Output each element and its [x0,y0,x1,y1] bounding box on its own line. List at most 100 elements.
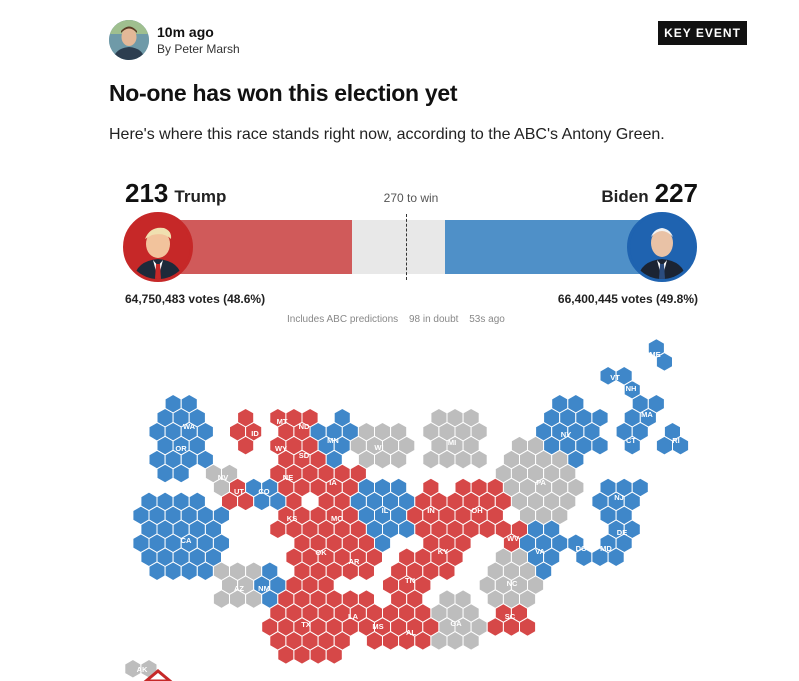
post-author: 10m ago By Peter Marsh [109,20,240,60]
state-label-ma: MA [641,410,653,419]
undecided-bar-segment [351,220,445,274]
hex-cell-mi [454,449,472,470]
state-label-wv: WV [507,534,519,543]
hex-cell-tx [293,645,311,665]
state-label-ga: GA [450,619,462,628]
hex-cell-id [237,435,255,456]
state-label-ak: AK [137,665,148,674]
post-headline: No-one has won this election yet [109,80,458,106]
hex-cell-md [607,547,625,568]
biden-electoral-votes: 227 [654,178,698,208]
state-label-nm: NM [258,584,270,593]
state-label-ar: AR [349,557,360,566]
biden-tally: Biden 227 [595,178,698,209]
trump-name: Trump [174,187,227,206]
state-label-ia: IA [329,478,337,487]
hex-cell-ms [365,631,383,651]
electoral-vote-bar [150,214,660,280]
hex-cell-mi [438,449,456,470]
state-label-la: LA [348,612,359,621]
key-event-badge: KEY EVENT [658,21,747,45]
hex-cell-me [655,352,673,372]
state-label-ms: MS [372,622,383,631]
state-label-va: VA [535,547,545,556]
hex-cell-ks [269,519,287,540]
hex-cell-ca [164,561,182,582]
state-label-ri: RI [672,436,680,445]
trump-tally: 213 Trump [125,178,232,209]
trump-portrait [123,212,193,282]
win-threshold-line [405,214,407,280]
state-label-wy: WY [275,444,287,453]
biden-portrait [627,212,697,282]
post-lede: Here's where this race stands right now,… [109,126,665,143]
state-label-ny: NY [561,430,571,439]
hex-cell-ga [446,631,464,651]
hex-cell-wi [374,449,392,470]
footnote-in-doubt: 98 in doubt [408,314,459,325]
state-label-nh: NH [626,384,637,393]
hex-cell-ky [438,561,456,582]
state-label-nv: NV [218,473,228,482]
state-label-nd: ND [299,422,310,431]
state-label-in: IN [427,506,435,515]
hex-cell-ca [148,561,166,582]
state-label-il: IL [382,506,389,515]
hex-cell-mi [422,449,440,470]
state-label-nj: NJ [614,493,624,502]
to-win-label: 270 to win [383,191,439,205]
state-label-mo: MO [331,514,343,523]
biden-name: Biden [601,187,649,206]
state-label-wa: WA [183,422,196,431]
post-time: 10m ago [157,24,214,40]
state-label-ne: NE [283,473,293,482]
state-label-md: MD [600,544,612,553]
hex-cell-tx [277,645,295,665]
footnote-updated: 53s ago [469,314,505,325]
state-label-ok: OK [315,548,327,557]
state-label-mi: MI [448,438,456,447]
biden-popular-votes: 66,400,445 votes (49.8%) [557,292,698,306]
state-label-or: OR [175,444,187,453]
state-label-sd: SD [299,451,310,460]
trump-popular-votes: 64,750,483 votes (48.6%) [125,292,266,306]
hex-cell-ms [382,631,400,651]
state-label-pa: PA [536,478,546,487]
state-label-ky: KY [438,547,448,556]
state-label-az: AZ [234,584,244,593]
hex-cell-ca [180,561,198,582]
state-label-wi: WI [374,443,383,452]
author-avatar [109,20,149,60]
state-label-ks: KS [287,514,297,523]
state-label-vt: VT [610,373,620,382]
post-byline: By Peter Marsh [157,42,240,56]
state-label-nc: NC [507,579,518,588]
hex-cell-al [414,631,432,651]
state-label-me: ME [649,350,660,359]
footnote-predictions: Includes ABC predictions [287,314,399,325]
hex-cell-az [212,589,230,609]
state-label-tn: TN [405,576,415,585]
hawaii-marker [143,669,173,681]
state-label-oh: OH [471,506,482,515]
hex-cell-il [398,519,416,540]
hex-cell-or [156,463,174,484]
state-label-ct: CT [626,436,636,445]
hex-cell-ri [672,435,690,456]
hex-cell-wi [390,449,408,470]
hex-cell-oh [478,519,496,540]
state-label-dc: DC [576,544,587,553]
state-label-mt: MT [277,417,288,426]
hex-cell-mi [470,449,488,470]
hex-cell-ga [462,631,480,651]
hex-cell-or [172,463,190,484]
state-label-co: CO [258,487,269,496]
hex-electoral-map: ME VT NH MA NY CT RI WA OR ID MT ND WY SD MN WI MI NV UT CO… [124,338,690,681]
hex-cell-tx [325,645,343,665]
state-label-ut: UT [234,487,244,496]
trump-electoral-votes: 213 [125,178,169,208]
hex-cell-ar [357,561,375,582]
state-label-id: ID [251,429,259,438]
hex-cell-ct [623,435,641,456]
state-label-tx: TX [301,620,311,629]
